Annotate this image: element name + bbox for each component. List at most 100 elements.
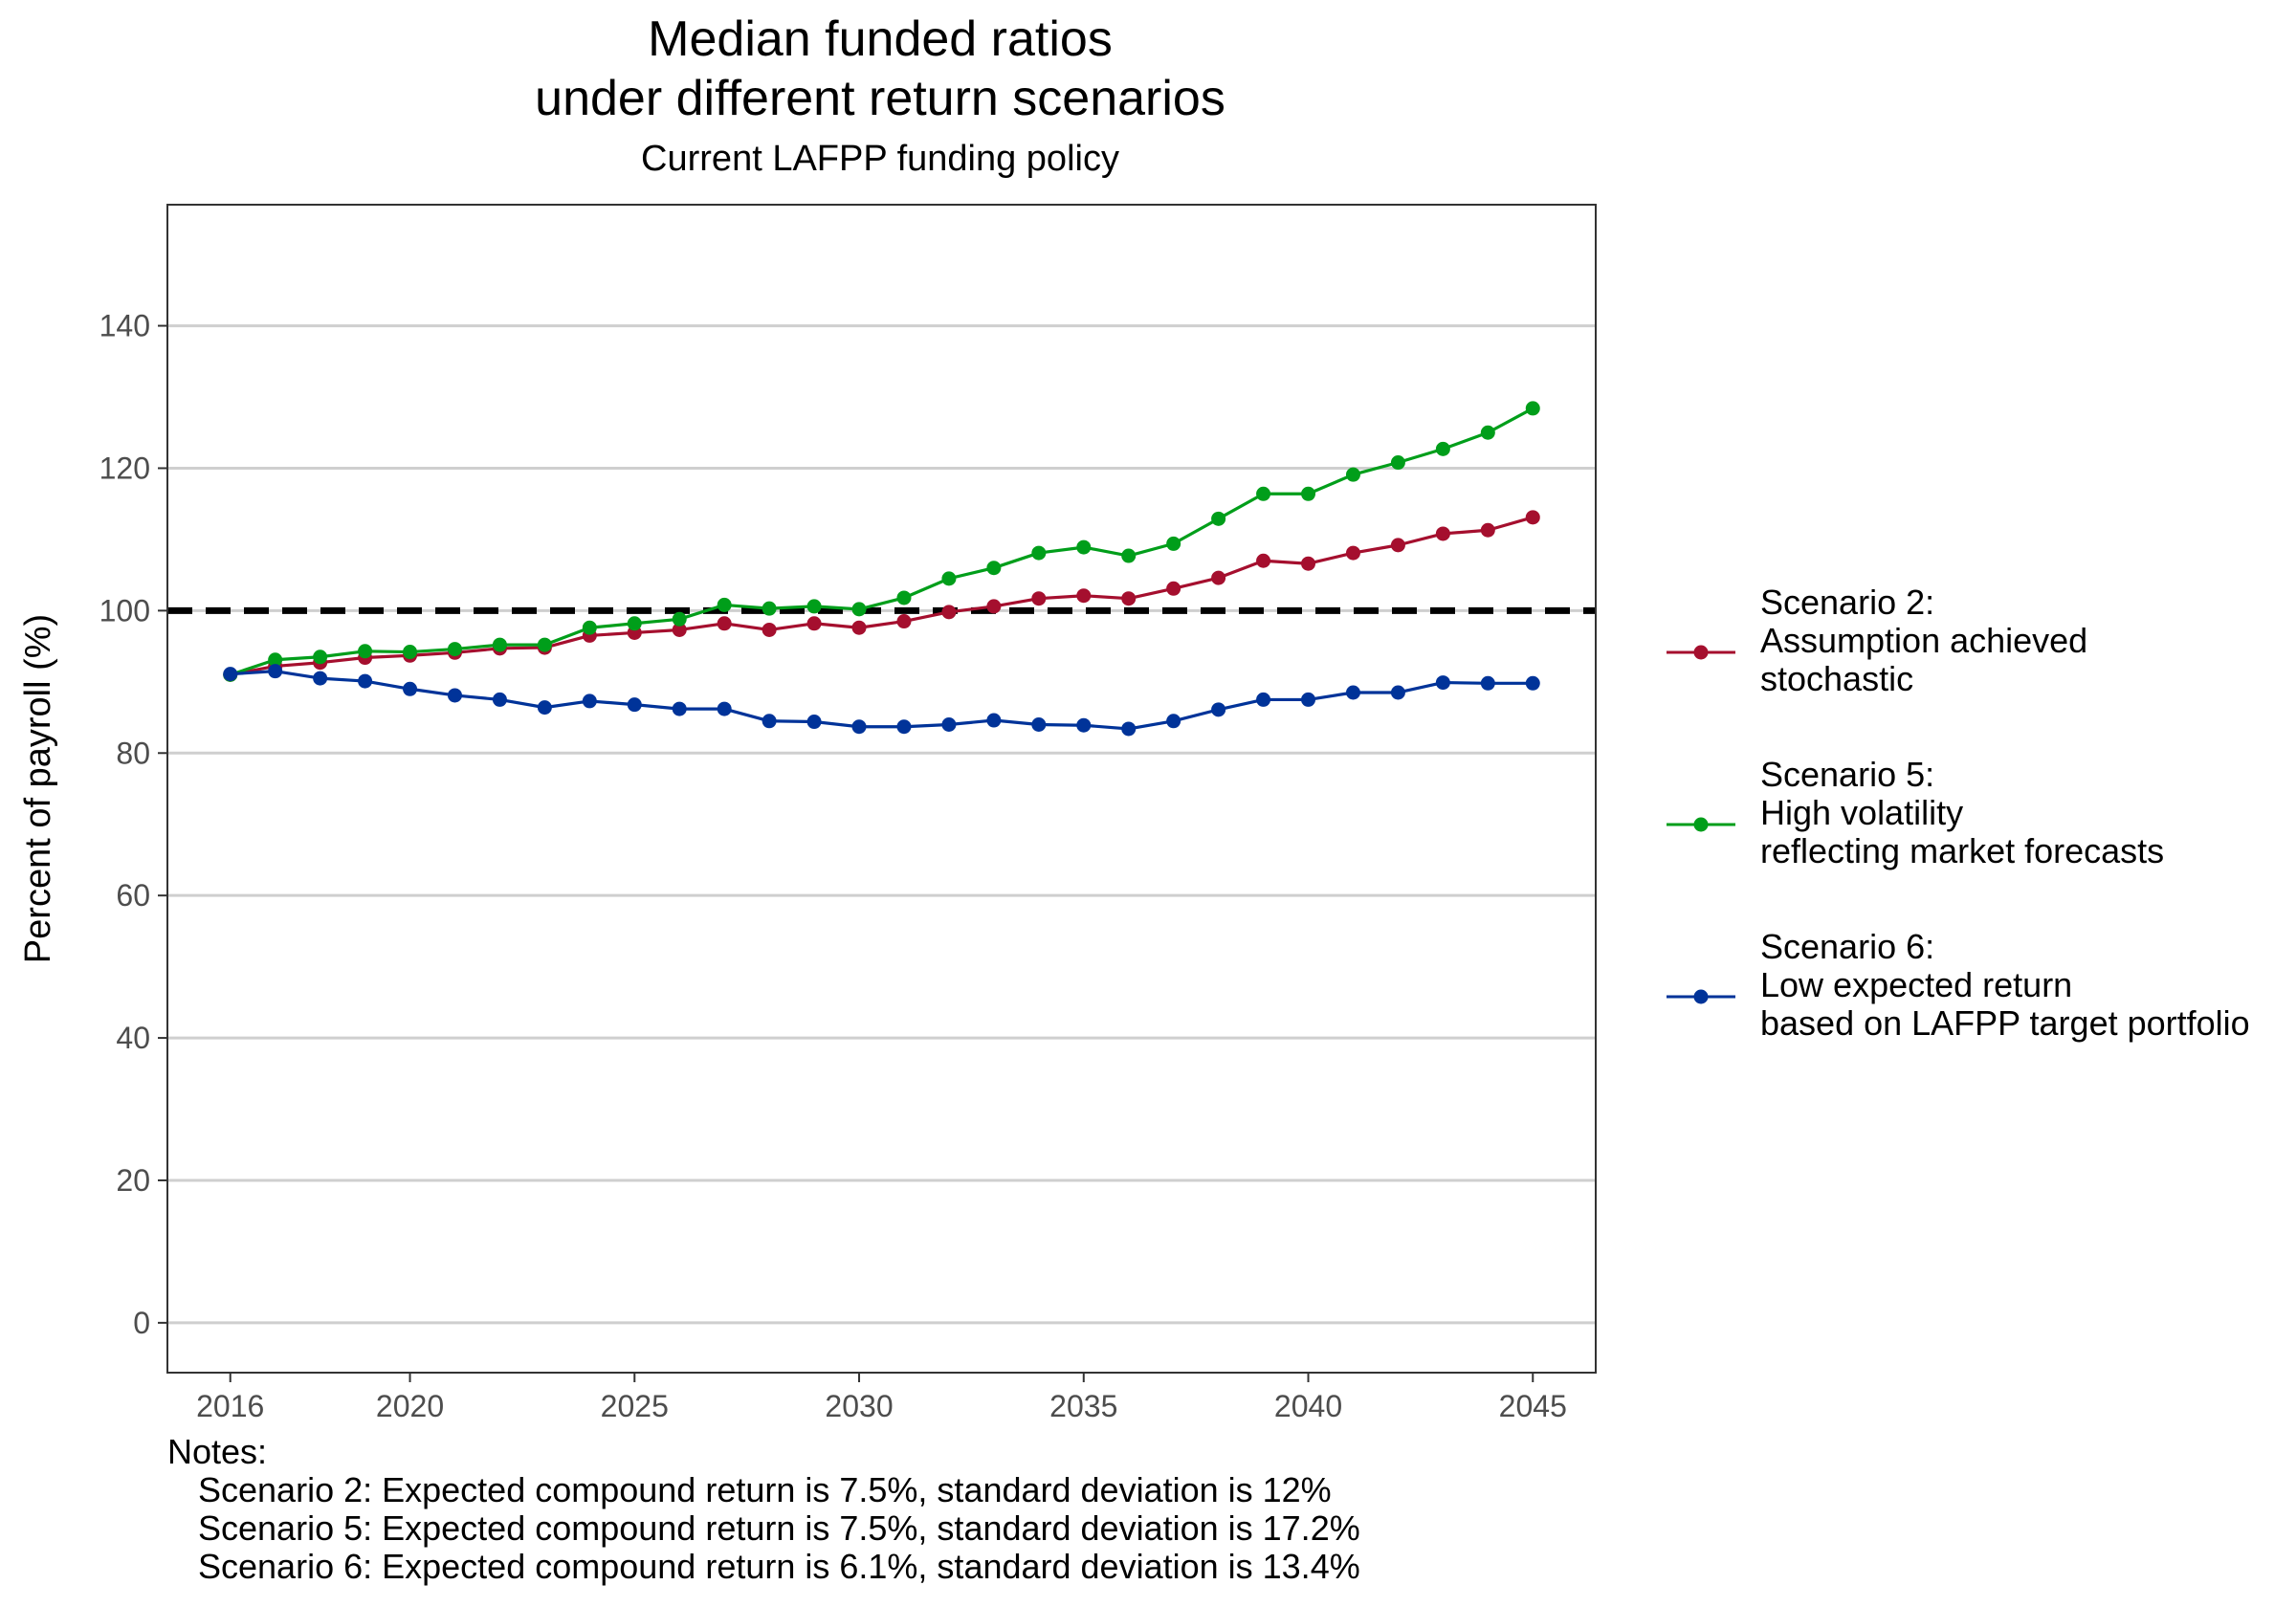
data-point (1211, 702, 1226, 717)
gridlines (167, 324, 1596, 1325)
data-point (806, 715, 822, 730)
data-point (1480, 522, 1495, 538)
data-point (762, 601, 777, 616)
data-point (851, 602, 867, 617)
chart-title-line-2: under different return scenarios (535, 71, 1225, 126)
data-point (1076, 717, 1092, 733)
series-2 (223, 401, 1540, 682)
data-point (1256, 486, 1271, 501)
data-point (1166, 581, 1181, 596)
series-layer (223, 401, 1540, 737)
data-point (627, 697, 642, 713)
data-point (1166, 536, 1181, 551)
legend-label-scenario-5: Scenario 5: High volatility reflecting m… (1760, 755, 2165, 870)
data-point (896, 590, 912, 605)
data-point (1121, 591, 1137, 606)
data-point (986, 713, 1002, 728)
data-point (986, 561, 1002, 576)
y-axis-label: Percent of payroll (%) (18, 614, 58, 963)
legend-item-scenario-5: Scenario 5: High volatility reflecting m… (1665, 756, 2277, 928)
data-point (582, 620, 597, 635)
series-3 (223, 664, 1540, 737)
x-tick-label: 2040 (1274, 1389, 1342, 1423)
notes-heading: Notes: (167, 1432, 268, 1471)
data-point (1256, 692, 1271, 707)
data-point (1345, 467, 1360, 482)
data-point (672, 701, 687, 716)
y-tick-label: 60 (116, 878, 150, 913)
y-tick-label: 20 (116, 1163, 150, 1198)
data-point (1525, 675, 1540, 691)
data-point (447, 642, 462, 657)
legend-item-scenario-6: Scenario 6: Low expected return based on… (1665, 928, 2277, 1100)
data-point (896, 614, 912, 629)
y-tick-label: 0 (133, 1306, 150, 1340)
data-point (1390, 685, 1405, 700)
legend-key-scenario-6 (1667, 989, 1735, 1004)
note-scenario-6: Scenario 6: Expected compound return is … (198, 1547, 1360, 1586)
legend: Scenario 2: Assumption achieved stochast… (1665, 583, 2277, 1100)
data-point (223, 667, 238, 682)
data-point (492, 692, 507, 707)
data-point (1301, 486, 1316, 501)
y-tick-label: 100 (99, 593, 150, 627)
data-point (1525, 510, 1540, 525)
y-tick-label: 80 (116, 736, 150, 770)
legend-item-scenario-2: Scenario 2: Assumption achieved stochast… (1665, 583, 2277, 756)
plot-panel-border (166, 204, 1597, 1374)
data-point (986, 599, 1002, 614)
data-point (1525, 401, 1540, 416)
data-point (1211, 570, 1226, 585)
data-point (1345, 545, 1360, 561)
data-point (941, 605, 957, 620)
data-point (537, 700, 552, 715)
data-point (762, 622, 777, 637)
data-point (403, 645, 418, 660)
data-point (717, 597, 732, 612)
data-point (806, 616, 822, 631)
title-block: Median funded ratios under different ret… (167, 10, 1593, 182)
data-point (762, 714, 777, 729)
x-tick-label: 2045 (1499, 1389, 1567, 1423)
note-scenario-5: Scenario 5: Expected compound return is … (198, 1508, 1360, 1548)
y-tick-label: 120 (99, 451, 150, 485)
data-point (492, 637, 507, 652)
data-point (1211, 511, 1226, 526)
y-tick-label: 40 (116, 1021, 150, 1055)
data-point (268, 652, 283, 668)
data-point (358, 673, 373, 689)
data-point (1480, 425, 1495, 440)
data-point (1166, 714, 1181, 729)
data-point (1031, 545, 1047, 561)
data-point (1076, 588, 1092, 604)
data-point (1031, 716, 1047, 732)
x-tick-label: 2016 (196, 1389, 264, 1423)
data-point (313, 671, 328, 686)
data-point (672, 622, 687, 637)
data-point (1031, 591, 1047, 606)
data-point (717, 616, 732, 631)
data-point (1345, 685, 1360, 700)
data-point (1435, 441, 1450, 456)
data-point (717, 701, 732, 716)
data-point (313, 649, 328, 665)
data-point (851, 719, 867, 735)
series-1 (223, 510, 1540, 682)
data-point (1076, 539, 1092, 555)
chart-title-line-1: Median funded ratios (648, 11, 1113, 67)
x-tick-label: 2030 (825, 1389, 893, 1423)
data-point (941, 716, 957, 732)
notes: Notes: Scenario 2: Expected compound ret… (167, 1433, 1360, 1586)
data-point (403, 681, 418, 696)
data-point (447, 688, 462, 703)
data-point (1301, 556, 1316, 571)
data-point (941, 571, 957, 586)
data-point (627, 616, 642, 631)
data-point (1256, 553, 1271, 568)
series-line (230, 670, 1534, 731)
legend-key-scenario-2 (1667, 645, 1735, 660)
data-point (1121, 548, 1137, 563)
x-tick-label: 2025 (601, 1389, 669, 1423)
